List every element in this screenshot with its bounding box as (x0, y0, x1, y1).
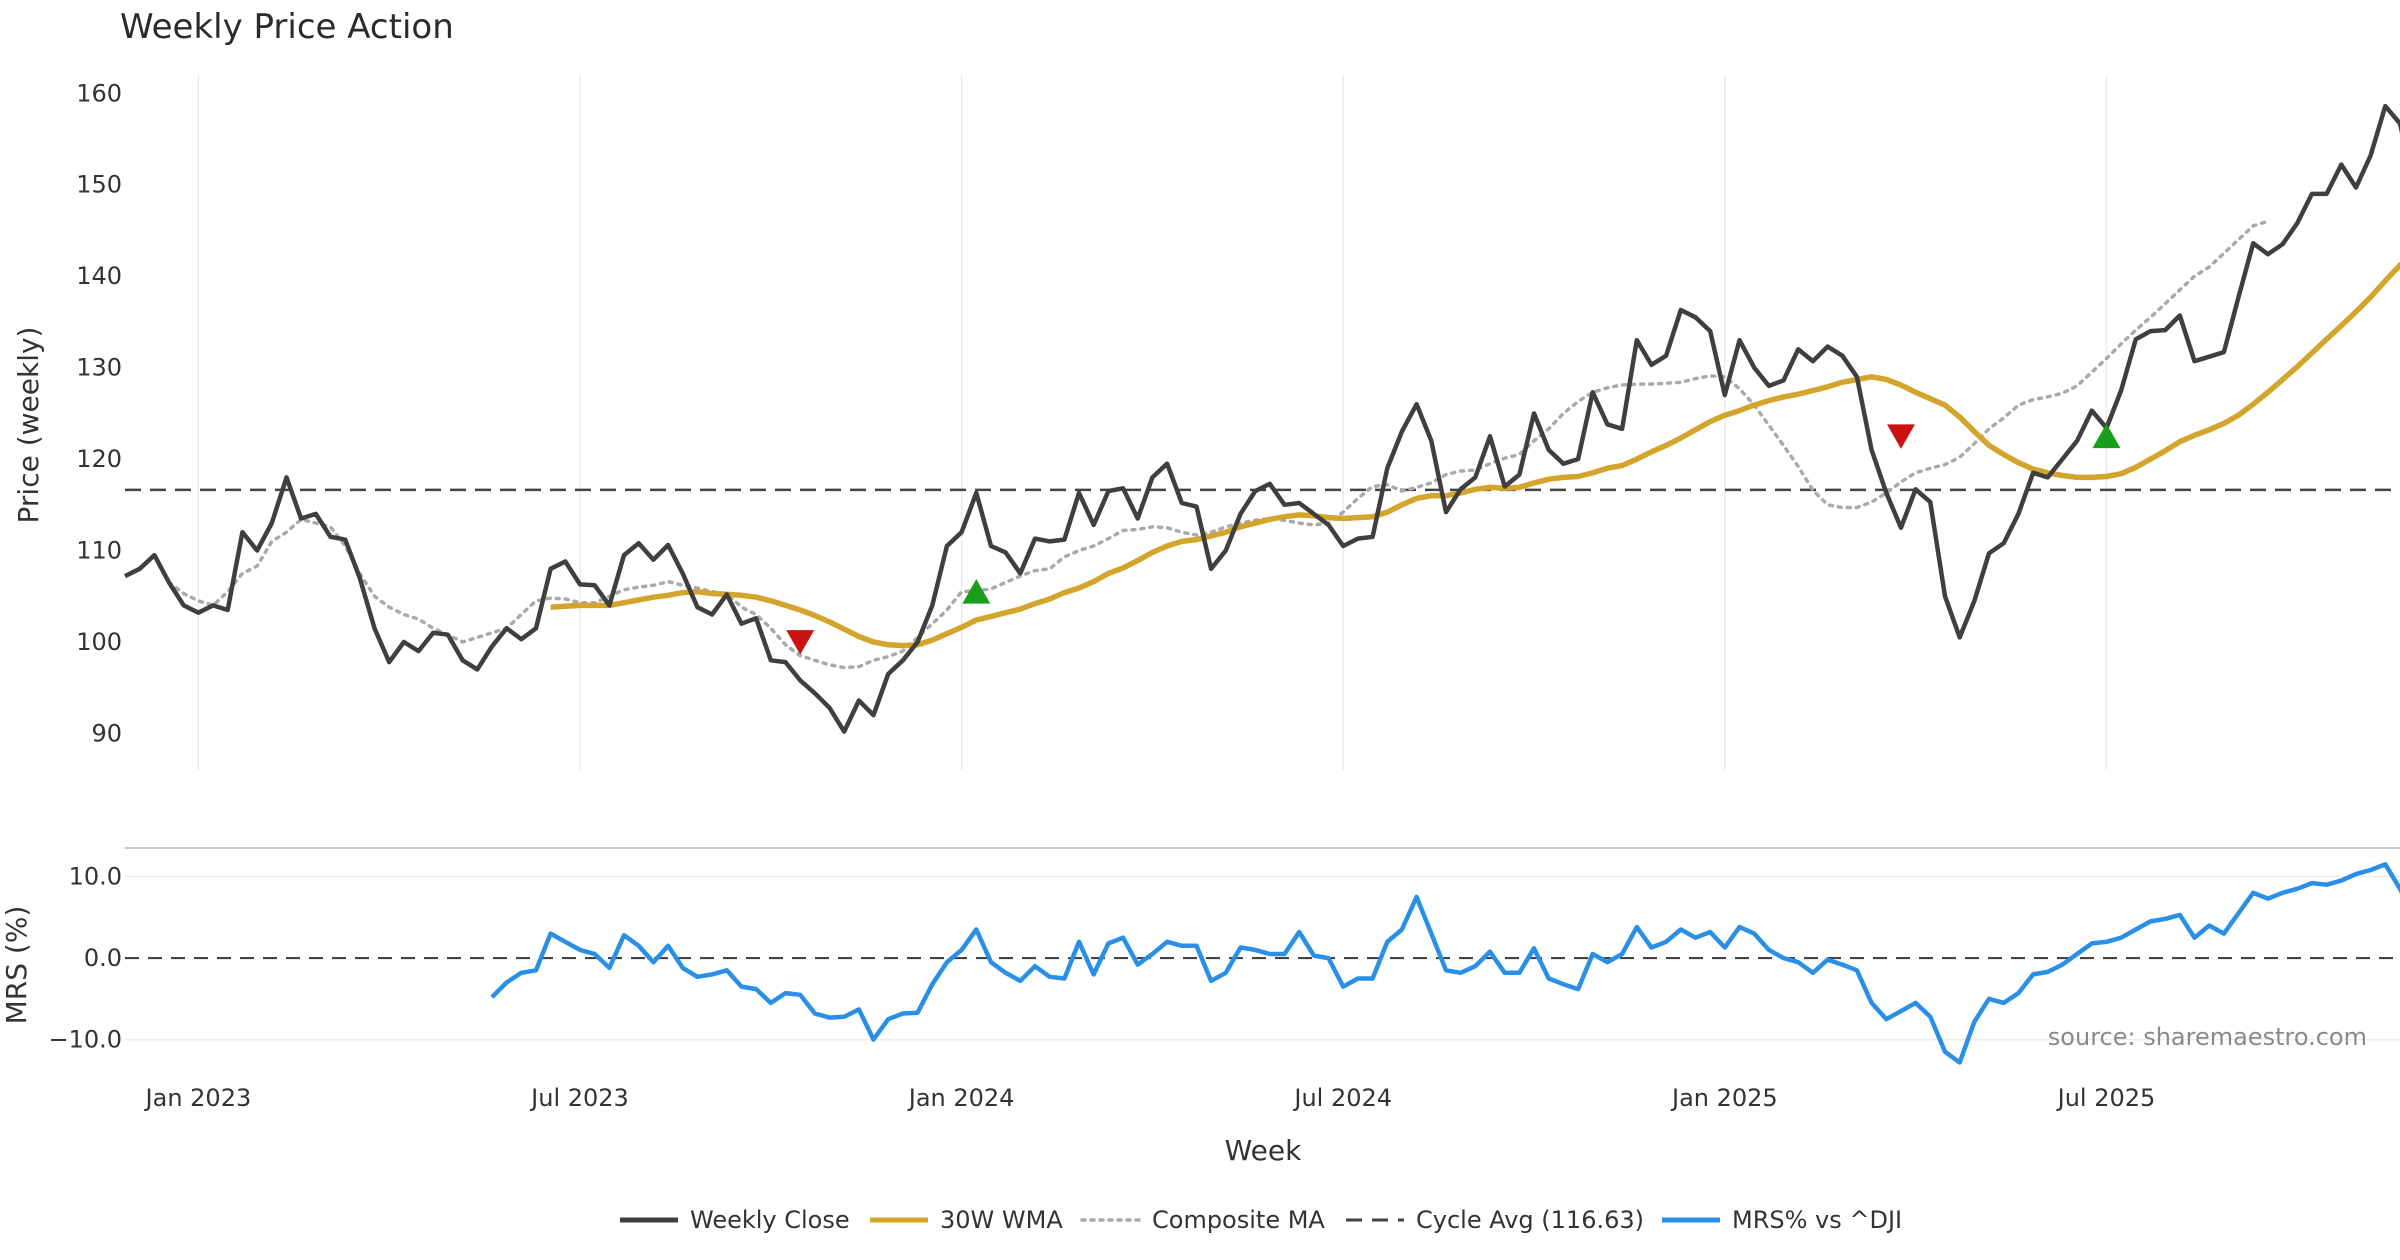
weekly-close-line (123, 103, 2400, 734)
legend: Weekly Close 30W WMA Composite MA Cycle Avg… (620, 1206, 1902, 1234)
x-tick-label: Jan 2025 (1670, 1084, 1778, 1112)
sell-signal-marker (1886, 424, 1915, 449)
mrs-y-tick-label: 0.0 (84, 944, 122, 972)
mrs-line (490, 862, 2400, 1065)
price-y-tick-label: 130 (76, 354, 122, 382)
legend-label-cycle-avg-116-63: Cycle Avg (116.63) (1416, 1206, 1644, 1234)
composite-ma-line (167, 219, 2270, 670)
legend-label-composite-ma: Composite MA (1152, 1206, 1325, 1234)
price-y-tick-label: 140 (76, 262, 122, 290)
price-y-tick-label: 100 (76, 628, 122, 656)
price-panel: 90 100 110 120 130 140 150 160 (76, 75, 2400, 770)
30w-wma-line (550, 261, 2400, 649)
price-y-tick-label: 150 (76, 171, 122, 199)
mrs-panel: 10.0 0.0 −10.0 Jan 2023 Jul 2023 Jan 2024 Jul … (48, 847, 2400, 1112)
mrs-y-tick-label: 10.0 (69, 863, 122, 891)
x-tick-label: Jul 2025 (2056, 1084, 2156, 1112)
mrs-y-tick-label: −10.0 (48, 1026, 122, 1054)
sell-signal-marker (786, 630, 815, 655)
source-annotation: source: sharemaestro.com (2048, 1023, 2367, 1051)
x-tick-label: Jan 2024 (907, 1084, 1015, 1112)
price-y-tick-label: 120 (76, 445, 122, 473)
buy-signal-marker (962, 579, 991, 604)
chart-title: Weekly Price Action (120, 7, 454, 47)
mrs-axis-title: MRS (%) (0, 906, 33, 1025)
price-axis-title: Price (weekly) (12, 327, 45, 524)
x-tick-label: Jul 2023 (529, 1084, 629, 1112)
legend-label-30w-wma: 30W WMA (940, 1206, 1063, 1234)
buy-signal-marker (2092, 423, 2121, 449)
price-y-tick-label: 90 (91, 719, 122, 747)
legend-label-weekly-close: Weekly Close (690, 1206, 850, 1234)
price-y-tick-label: 160 (76, 79, 122, 107)
price-y-tick-label: 110 (76, 537, 122, 565)
x-tick-label: Jan 2023 (144, 1084, 252, 1112)
legend-label-mrs-vs-dji: MRS% vs ^DJI (1732, 1206, 1902, 1234)
x-axis-title: Week (1225, 1134, 1302, 1167)
x-tick-label: Jul 2024 (1292, 1084, 1392, 1112)
